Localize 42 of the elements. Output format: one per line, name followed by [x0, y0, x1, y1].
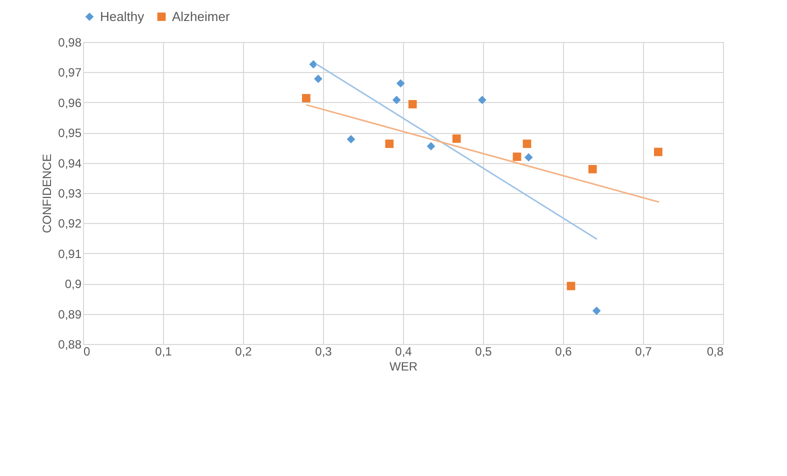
y-tick-label: 0,98	[58, 36, 82, 50]
y-tick-label: 0,91	[58, 246, 82, 261]
y-tick-label: 0,95	[58, 126, 82, 140]
point	[392, 96, 401, 104]
point	[524, 153, 533, 162]
y-tick-label: 0,88	[58, 338, 82, 352]
x-tick-label: 0,2	[235, 344, 252, 358]
x-tick-label: 0,4	[395, 344, 412, 358]
y-tick-label: 0,97	[58, 66, 82, 80]
legend-label: Alzheimer	[172, 8, 230, 24]
y-axis-title: CONFIDENCE	[40, 154, 54, 234]
x-tick-label: 0	[84, 344, 90, 358]
point	[512, 152, 522, 161]
y-tick-label: 0,89	[58, 307, 82, 322]
y-tick-label: 0,9	[64, 277, 82, 292]
y-tick-label: 0,93	[58, 186, 82, 200]
x-tick-label: 0,3	[315, 344, 332, 358]
x-tick-label: 0,5	[475, 344, 492, 358]
point	[314, 74, 322, 84]
point	[302, 94, 310, 102]
point	[408, 100, 417, 108]
point	[396, 79, 405, 88]
point	[654, 148, 662, 156]
legend-label: Healthy	[100, 8, 145, 24]
y-tick-label: 0,96	[58, 96, 82, 110]
point	[478, 96, 486, 104]
point	[522, 140, 532, 148]
x-tick-label: 0,7	[635, 344, 652, 358]
x-tick-label: 0,1	[155, 344, 172, 358]
point	[592, 306, 601, 315]
point	[309, 60, 318, 69]
point	[346, 135, 356, 144]
point	[566, 282, 576, 290]
y-tick-label: 0,92	[58, 216, 82, 231]
point	[385, 140, 394, 148]
point	[426, 142, 436, 150]
point	[588, 164, 597, 174]
x-axis-title: WER	[390, 360, 418, 374]
x-tick-label: 0,6	[555, 344, 572, 358]
x-tick-label: 0,8	[706, 344, 724, 358]
y-tick-label: 0,94	[58, 156, 82, 170]
point	[452, 134, 461, 143]
